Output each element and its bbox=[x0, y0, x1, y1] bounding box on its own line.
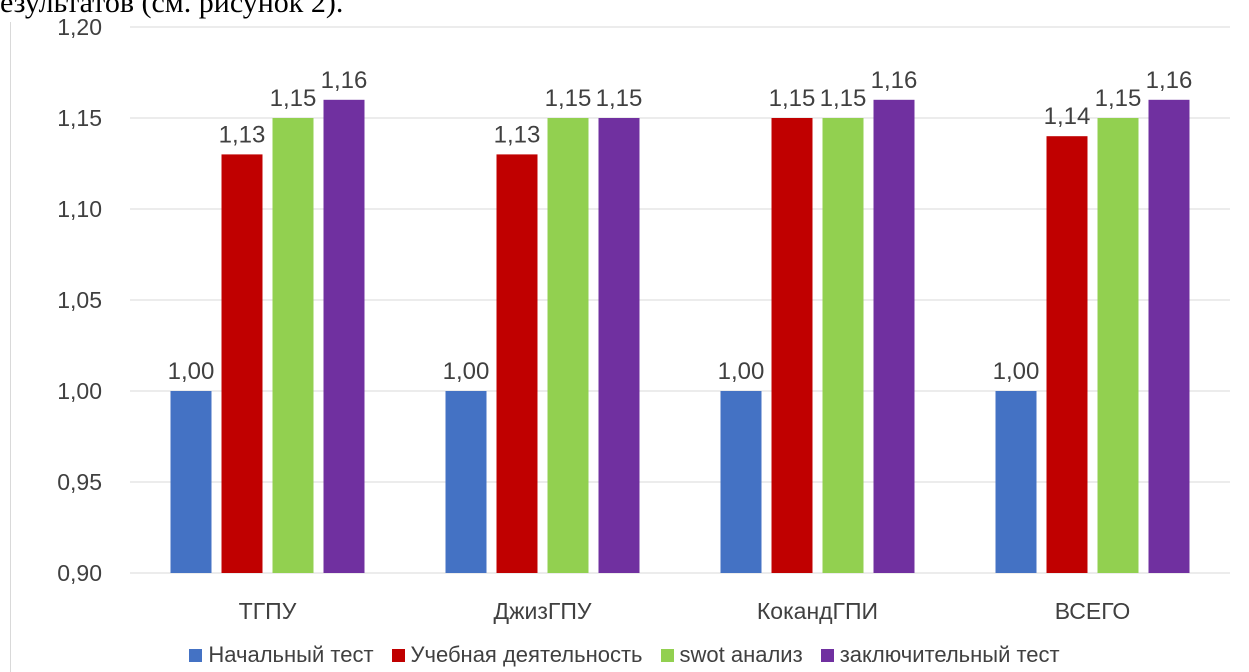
bar bbox=[496, 154, 538, 573]
y-tick-label: 1,10 bbox=[57, 196, 102, 222]
chart-legend: Начальный тест Учебная деятельность swot а… bbox=[0, 642, 1249, 668]
bar bbox=[221, 154, 263, 573]
y-tick-label: 0,95 bbox=[57, 469, 102, 495]
bar bbox=[170, 391, 212, 573]
legend-item: Начальный тест bbox=[189, 642, 374, 668]
data-label: 1,15 bbox=[545, 85, 592, 112]
y-tick-label: 1,00 bbox=[57, 378, 102, 404]
data-label: 1,15 bbox=[270, 85, 317, 112]
legend-item: swot анализ bbox=[660, 642, 803, 668]
y-tick-label: 1,15 bbox=[57, 105, 102, 131]
bar bbox=[720, 391, 762, 573]
data-label: 1,15 bbox=[820, 85, 867, 112]
legend-swatch bbox=[391, 648, 405, 662]
x-tick-label: ДжизГПУ bbox=[494, 598, 592, 624]
bar bbox=[873, 99, 915, 574]
bar bbox=[445, 391, 487, 573]
legend-item: заключительный тест bbox=[820, 642, 1060, 668]
data-label: 1,00 bbox=[168, 358, 215, 385]
bar bbox=[1046, 136, 1088, 573]
bar bbox=[822, 118, 864, 573]
document-text-fragment: езультатов (см. рисунок 2). bbox=[0, 0, 344, 19]
bar bbox=[272, 118, 314, 573]
y-tick-label: 0,90 bbox=[57, 560, 102, 586]
legend-label: заключительный тест bbox=[839, 642, 1060, 667]
data-label: 1,15 bbox=[769, 85, 816, 112]
data-label: 1,16 bbox=[321, 67, 368, 94]
y-tick-label: 1,20 bbox=[57, 14, 102, 40]
data-label: 1,16 bbox=[871, 67, 918, 94]
bar bbox=[323, 99, 365, 574]
data-label: 1,13 bbox=[494, 121, 541, 148]
legend-label: Учебная деятельность bbox=[410, 642, 643, 667]
bar bbox=[771, 118, 813, 573]
data-label: 1,00 bbox=[718, 358, 765, 385]
y-tick-label: 1,05 bbox=[57, 287, 102, 313]
bar bbox=[1148, 99, 1190, 574]
bar bbox=[1097, 118, 1139, 573]
bar bbox=[598, 118, 640, 573]
legend-label: swot анализ bbox=[679, 642, 803, 667]
data-label: 1,14 bbox=[1044, 103, 1091, 130]
x-tick-label: КокандГПИ bbox=[757, 598, 878, 624]
data-label: 1,15 bbox=[1095, 85, 1142, 112]
legend-label: Начальный тест bbox=[208, 642, 374, 667]
x-tick-label: ТГПУ bbox=[239, 598, 297, 624]
data-label: 1,16 bbox=[1146, 67, 1193, 94]
x-tick-label: ВСЕГО bbox=[1055, 598, 1131, 624]
legend-item: Учебная деятельность bbox=[391, 642, 643, 668]
data-label: 1,15 bbox=[596, 85, 643, 112]
chart-area bbox=[10, 22, 1249, 672]
legend-swatch bbox=[660, 648, 674, 662]
data-label: 1,13 bbox=[219, 121, 266, 148]
legend-swatch bbox=[820, 648, 834, 662]
bar bbox=[995, 391, 1037, 573]
legend-swatch bbox=[189, 648, 203, 662]
data-label: 1,00 bbox=[993, 358, 1040, 385]
bar bbox=[547, 118, 589, 573]
data-label: 1,00 bbox=[443, 358, 490, 385]
